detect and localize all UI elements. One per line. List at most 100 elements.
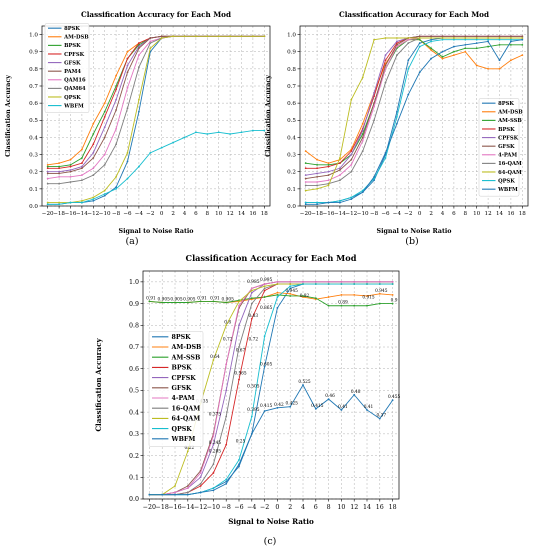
legend-entry: 16-QAM <box>498 161 522 167</box>
data-point <box>115 74 117 77</box>
data-point <box>407 93 410 96</box>
x-tick-label: −8 <box>222 504 231 511</box>
data-point <box>69 181 72 183</box>
legend-entry: WBFM <box>63 103 84 109</box>
x-tick-label: −10 <box>99 211 111 217</box>
data-point <box>174 301 176 304</box>
data-point <box>103 126 106 129</box>
data-point <box>453 37 455 39</box>
legend-entry: GFSK <box>172 385 192 392</box>
x-tick-label: −18 <box>53 211 65 217</box>
data-point <box>430 57 432 60</box>
data-point <box>327 184 330 187</box>
data-point <box>103 193 106 195</box>
data-label: 0.565 <box>234 371 247 376</box>
data-point <box>69 165 72 168</box>
data-label: 0.245 <box>209 441 222 446</box>
data-point <box>384 54 387 57</box>
data-point <box>302 295 304 297</box>
data-point <box>115 127 117 130</box>
data-point <box>212 472 215 474</box>
data-point <box>92 174 95 177</box>
data-point <box>276 283 279 285</box>
data-point <box>138 54 140 57</box>
x-tick-label: 14 <box>363 504 371 511</box>
data-point <box>418 42 421 45</box>
data-point <box>361 122 364 125</box>
data-label: 0.865 <box>260 306 273 311</box>
data-point <box>302 280 304 283</box>
x-tick-label: 14 <box>496 211 504 217</box>
data-point <box>378 302 381 305</box>
data-point <box>126 151 129 154</box>
data-label: 0.41 <box>364 405 374 410</box>
x-tick-label: −14 <box>181 504 194 511</box>
x-axis-label: Signal to Noise Ratio <box>377 228 452 235</box>
chart-title: Classification Accuracy for Each Mod <box>339 10 489 19</box>
data-point <box>396 40 398 43</box>
data-point <box>418 45 421 48</box>
data-point <box>81 201 83 204</box>
data-point <box>350 158 353 161</box>
legend-entry: 8PSK <box>498 101 514 107</box>
legend-entry: PAM4 <box>64 69 81 75</box>
data-label: 0.605 <box>260 363 273 368</box>
data-label: 0.8 <box>224 320 231 325</box>
y-tick-label: 0.3 <box>29 153 38 159</box>
x-tick-label: 2 <box>429 211 433 217</box>
data-point <box>115 85 117 87</box>
data-point <box>316 181 318 183</box>
y-axis-label: Classification Accuracy <box>265 75 272 157</box>
data-point <box>464 37 467 39</box>
data-point <box>103 136 106 139</box>
y-tick-label: 0.1 <box>29 187 38 193</box>
data-point <box>289 283 292 285</box>
data-point <box>498 43 501 46</box>
x-tick-label: 18 <box>261 211 269 217</box>
data-point <box>250 302 253 305</box>
data-point <box>316 201 318 204</box>
data-point <box>225 478 228 481</box>
data-point <box>396 37 398 39</box>
data-point <box>304 181 307 183</box>
legend-entry: WBFM <box>171 436 196 443</box>
legend-entry: GFSK <box>64 60 81 66</box>
data-point <box>126 86 129 89</box>
data-point <box>103 194 106 197</box>
x-tick-label: 4 <box>301 504 305 511</box>
panel-label: (a) <box>125 236 138 247</box>
data-point <box>212 487 215 490</box>
data-point <box>407 59 410 62</box>
data-label: 0.425 <box>286 402 299 407</box>
x-tick-label: −16 <box>168 504 181 511</box>
data-point <box>252 129 254 132</box>
legend-entry: AM-DSB <box>497 110 523 116</box>
data-point <box>46 165 49 168</box>
data-point <box>396 115 398 118</box>
data-point <box>384 59 387 62</box>
data-point <box>103 163 106 166</box>
y-tick-label: 0.6 <box>287 101 296 107</box>
y-axis-label: Classification Accuracy <box>5 75 12 157</box>
x-tick-label: −14 <box>76 211 88 217</box>
data-point <box>276 307 279 309</box>
data-point <box>92 151 95 154</box>
data-point <box>263 287 266 290</box>
data-point <box>103 110 106 113</box>
data-point <box>498 38 501 41</box>
data-point <box>464 38 467 41</box>
y-tick-label: 0.7 <box>287 84 296 90</box>
data-point <box>81 199 83 202</box>
data-point <box>138 110 140 113</box>
y-tick-label: 0.5 <box>29 118 38 124</box>
data-point <box>238 378 240 381</box>
data-point <box>172 141 175 144</box>
data-point <box>430 38 432 41</box>
data-point <box>327 179 330 182</box>
data-point <box>418 38 421 41</box>
data-point <box>314 283 317 285</box>
x-tick-label: −18 <box>311 211 323 217</box>
legend-entry: AM-SSB <box>497 118 522 124</box>
data-point <box>92 167 95 170</box>
data-point <box>229 35 232 38</box>
